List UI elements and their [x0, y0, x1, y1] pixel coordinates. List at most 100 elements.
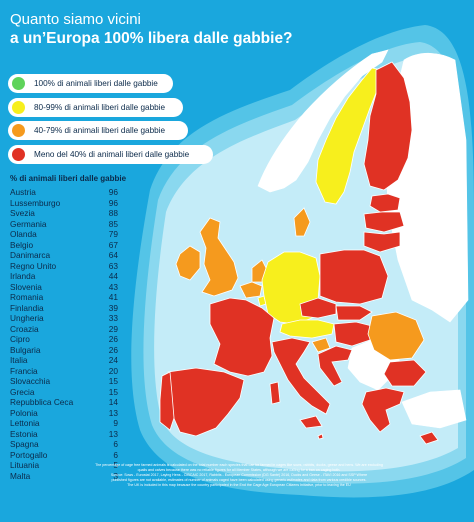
- table-row: Slovenia 43: [10, 282, 118, 293]
- legend: 100% di animali liberi dalle gabbie 80-9…: [8, 74, 213, 168]
- map-romania: [367, 311, 425, 361]
- country-percent: 79: [108, 229, 118, 239]
- map-italy: [271, 337, 331, 415]
- country-name: Germania: [10, 218, 47, 229]
- country-percent: 39: [108, 302, 118, 313]
- table-row: Spagna 6: [10, 439, 118, 450]
- country-percent: 85: [108, 218, 118, 229]
- map-cyprus: [419, 431, 439, 445]
- table-row: Slovacchia 15: [10, 376, 118, 387]
- country-name: Olanda: [10, 229, 37, 239]
- map-poland: [319, 249, 389, 305]
- table-rows: Austria 96 Lussemburgo 96 Svezia 88 Germania 85…: [10, 187, 118, 481]
- table-row: Francia 20: [10, 366, 118, 377]
- country-name: Austria: [10, 187, 36, 197]
- map-uk: [199, 217, 239, 297]
- table-row: Polonia 13: [10, 408, 118, 419]
- country-name: Lussemburgo: [10, 197, 61, 208]
- country-name: Spagna: [10, 439, 39, 449]
- country-name: Estonia: [10, 428, 38, 439]
- table-row: Portogallo 6: [10, 450, 118, 461]
- table-row: Romania 41: [10, 292, 118, 303]
- table-row: Estonia 13: [10, 429, 118, 440]
- legend-swatch-orange: [11, 123, 26, 138]
- country-name: Malta: [10, 470, 31, 481]
- table-row: Malta 3: [10, 471, 118, 482]
- map-lithuania: [363, 231, 401, 253]
- table-row: Olanda 79: [10, 229, 118, 240]
- country-name: Bulgaria: [10, 344, 41, 355]
- country-percent: 96: [108, 197, 118, 208]
- legend-item-80-99: 80-99% di animali liberi dalle gabbie: [8, 97, 183, 117]
- country-name: Slovenia: [10, 281, 42, 292]
- country-percent: 6: [113, 449, 118, 460]
- map-norway: [257, 49, 389, 193]
- table-row: Ungheria 33: [10, 313, 118, 324]
- table-row: Bulgaria 26: [10, 345, 118, 356]
- country-name: Italia: [10, 355, 28, 365]
- table-row: Grecia 15: [10, 387, 118, 398]
- map-czech: [299, 297, 337, 319]
- country-percent: 9: [113, 418, 118, 428]
- country-name: Slovacchia: [10, 376, 51, 386]
- map-sardinia: [269, 381, 281, 405]
- table-row: Finlandia 39: [10, 303, 118, 314]
- country-percent: 14: [108, 397, 118, 407]
- legend-item-100: 100% di animali liberi dalle gabbie: [8, 74, 173, 93]
- legend-label: Meno del 40% di animali liberi dalle gab…: [34, 149, 190, 159]
- map-finland: [363, 61, 413, 191]
- country-percent: 41: [108, 292, 118, 302]
- country-table: % di animali liberi dalle gabbie Austria…: [10, 174, 126, 481]
- map-latvia: [363, 211, 405, 233]
- table-row: Lettonia 9: [10, 418, 118, 429]
- country-percent: 88: [108, 208, 118, 218]
- country-percent: 15: [108, 376, 118, 386]
- country-percent: 13: [108, 407, 118, 418]
- table-row: Cipro 26: [10, 334, 118, 345]
- country-percent: 3: [113, 470, 118, 481]
- footnote-line: quails and calves because there was no r…: [137, 467, 341, 472]
- country-name: Francia: [10, 365, 38, 376]
- country-percent: 13: [108, 428, 118, 439]
- country-name: Lettonia: [10, 418, 40, 428]
- map-estonia: [369, 193, 401, 213]
- map-malta: [317, 433, 324, 440]
- country-percent: 26: [108, 344, 118, 355]
- country-percent: 63: [108, 260, 118, 271]
- country-percent: 29: [108, 323, 118, 334]
- country-percent: 26: [108, 334, 118, 344]
- footnote-line: The UK is included in this map because t…: [127, 482, 351, 487]
- country-name: Portogallo: [10, 449, 48, 460]
- country-percent: 96: [108, 187, 118, 197]
- country-name: Finlandia: [10, 302, 44, 313]
- table-row: Lussemburgo 96: [10, 198, 118, 209]
- map-sicily: [299, 415, 323, 429]
- title-line-1: Quanto siamo vicini: [10, 11, 141, 28]
- country-percent: 44: [108, 271, 118, 281]
- country-percent: 33: [108, 313, 118, 323]
- footnote-line: published figures are not available, est…: [111, 477, 367, 482]
- country-percent: 20: [108, 365, 118, 376]
- table-row: Austria 96: [10, 187, 118, 198]
- country-percent: 67: [108, 239, 118, 250]
- country-percent: 43: [108, 281, 118, 292]
- map-title: Quanto siamo vicini a un’Europa 100% lib…: [10, 10, 340, 49]
- country-name: Grecia: [10, 386, 35, 397]
- country-name: Ungheria: [10, 313, 44, 323]
- map-portugal: [159, 371, 175, 431]
- country-name: Croazia: [10, 323, 39, 334]
- table-row: Croazia 29: [10, 324, 118, 335]
- map-belgium: [239, 281, 263, 299]
- country-percent: 15: [108, 386, 118, 397]
- map-croatia: [317, 345, 353, 387]
- legend-label: 80-99% di animali liberi dalle gabbie: [34, 102, 166, 112]
- table-row: Italia 24: [10, 355, 118, 366]
- country-name: Regno Unito: [10, 260, 57, 271]
- table-row: Irlanda 44: [10, 271, 118, 282]
- country-name: Cipro: [10, 334, 30, 344]
- country-name: Repubblica Ceca: [10, 397, 74, 407]
- country-percent: 24: [108, 355, 118, 365]
- legend-label: 40-79% di animali liberi dalle gabbie: [34, 126, 166, 135]
- map-turkey: [401, 389, 467, 429]
